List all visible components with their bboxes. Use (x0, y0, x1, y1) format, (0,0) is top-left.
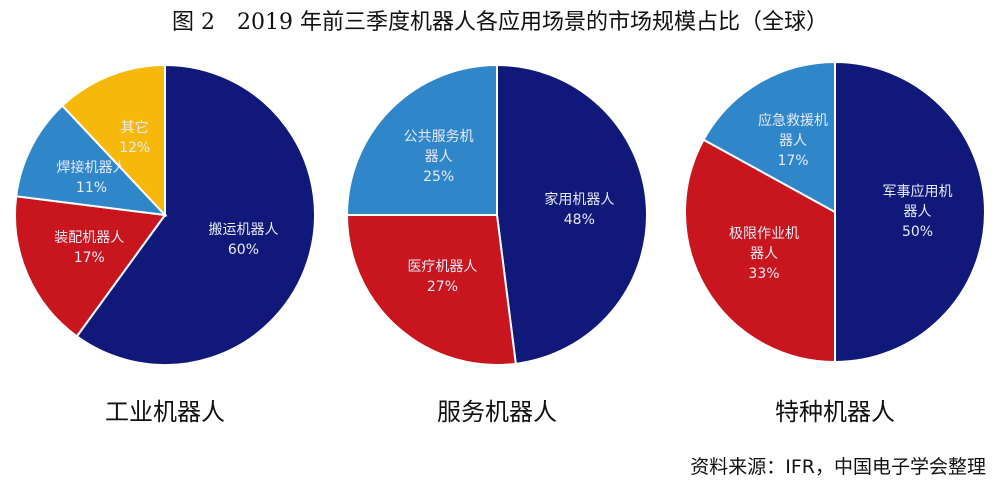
pie-slice (15, 104, 168, 217)
slice-label: 应急救援机器人 17% (758, 111, 828, 171)
slice-value: 12% (119, 140, 151, 157)
slice-value: 25% (423, 168, 455, 185)
slice-value: 33% (748, 265, 780, 282)
slice-name: 公共服务机器人 (403, 128, 474, 165)
pie-slice (14, 195, 167, 338)
slice-name: 焊接机器人 (56, 159, 127, 176)
slice-name: 极限作业机器人 (728, 225, 799, 262)
slice-label: 军事应用机器人 50% (883, 182, 953, 242)
slice-value: 17% (777, 152, 809, 169)
slice-name: 应急救援机器人 (758, 112, 828, 149)
slice-name: 装配机器人 (54, 229, 125, 246)
pie-title: 工业机器人 (105, 398, 225, 426)
pie-slice (345, 214, 517, 366)
slice-name: 军事应用机器人 (882, 184, 953, 220)
source-note: 资料来源：IFR，中国电子学会整理 (690, 456, 986, 478)
slice-value: 11% (75, 179, 108, 196)
slice-value: 50% (901, 224, 934, 240)
pie-slice (75, 63, 316, 366)
slice-value: 60% (227, 242, 260, 259)
pie-title: 服务机器人 (437, 398, 557, 426)
slice-value: 27% (426, 278, 458, 295)
slice-name: 其它 (120, 120, 149, 137)
pie-slice (834, 60, 986, 364)
slice-value: 17% (73, 249, 105, 266)
slice-label: 公共服务机器人 25% (404, 127, 474, 187)
slice-label: 装配机器人 17% (54, 228, 124, 268)
pie-slice (702, 60, 836, 214)
pie-title: 特种机器人 (775, 398, 895, 426)
slice-name: 搬运机器人 (208, 222, 279, 239)
pie-slice (345, 63, 498, 216)
slice-label: 搬运机器人 60% (208, 220, 278, 260)
slice-label: 家用机器人 48% (544, 190, 614, 230)
pie-slice (684, 138, 836, 364)
page-title: 图 2 2019 年前三季度机器人各应用场景的市场规模占比（全球） (172, 10, 828, 35)
slice-label: 焊接机器人 11% (56, 158, 126, 198)
slice-name: 家用机器人 (544, 191, 615, 208)
pie-slice (60, 63, 166, 218)
pie-slice (496, 63, 648, 365)
slice-label: 医疗机器人 27% (407, 257, 477, 297)
slice-label: 极限作业机器人 33% (729, 224, 799, 284)
slice-value: 48% (563, 211, 595, 228)
slice-name: 医疗机器人 (407, 258, 478, 275)
slice-label: 其它 12% (119, 118, 150, 158)
